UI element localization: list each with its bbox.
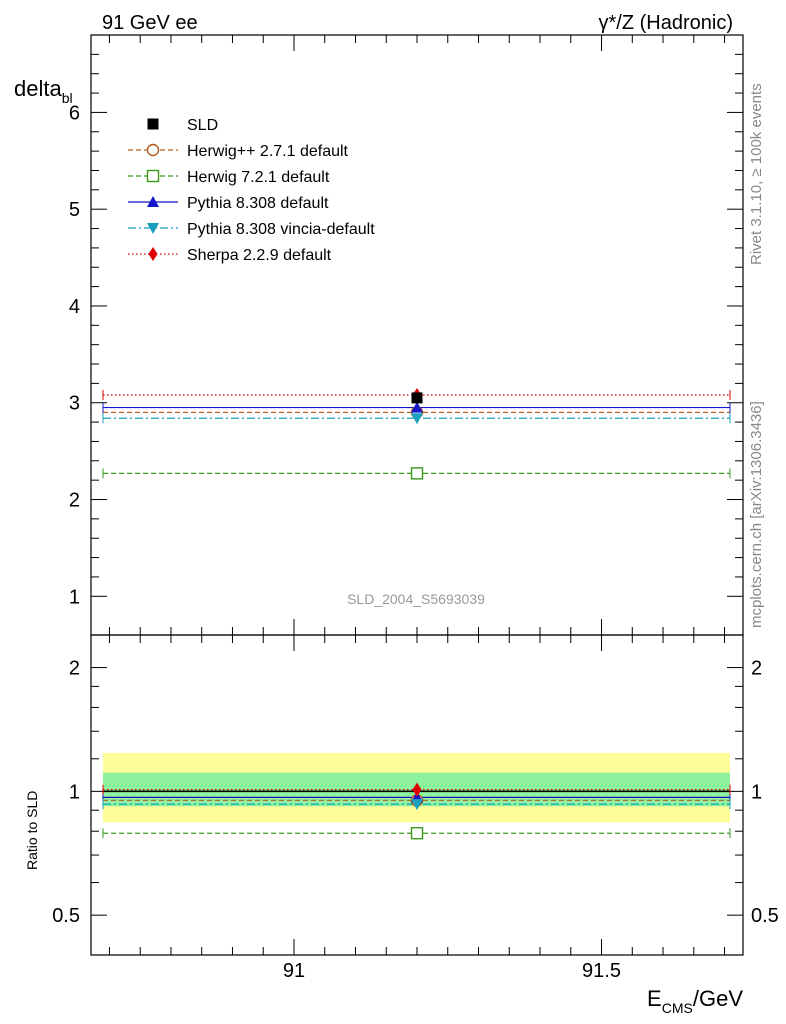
- main-ticks: 1 2 3 4 5 6: [69, 35, 743, 635]
- ratio-y-tick-label-right: 2: [751, 658, 762, 680]
- legend-marker-herwig7: [146, 169, 160, 183]
- analysis-id: SLD_2004_S5693039: [347, 591, 485, 607]
- rivet-note: Rivet 3.1.10, ≥ 100k events: [748, 83, 765, 265]
- legend-label-herwig7: Herwig 7.2.1 default: [187, 169, 330, 186]
- ratio-y-tick-label-left: 0.5: [52, 905, 80, 927]
- y-tick-label: 5: [69, 199, 80, 221]
- main-ylabel: deltabl: [14, 76, 73, 106]
- x-axis-label: ECMS/GeV: [647, 986, 743, 1016]
- legend-label-SLD: SLD: [187, 117, 218, 134]
- ratio-y-tick-label-right: 0.5: [751, 905, 779, 927]
- mcplots-note: mcplots.cern.ch [arXiv:1306.3436]: [748, 401, 765, 628]
- right-title: γ*/Z (Hadronic): [599, 12, 733, 34]
- ratio-marker-sherpa: [412, 782, 422, 797]
- x-tick-label: 91.5: [582, 960, 621, 982]
- marker-herwig7: [410, 467, 424, 480]
- marker-vincia: [411, 413, 423, 425]
- legend-label-herwigpp: Herwig++ 2.7.1 default: [187, 143, 349, 160]
- legend: SLD Herwig++ 2.7.1 default Herwig 7.2.1 de…: [128, 117, 375, 264]
- legend-marker-SLD: [147, 118, 159, 130]
- legend-marker-pythia: [147, 196, 159, 207]
- marker-pythia: [411, 401, 423, 413]
- ratio-y-tick-label-left: 2: [69, 658, 80, 680]
- legend-marker-vincia: [147, 223, 159, 234]
- x-tick-label: 91: [283, 960, 305, 982]
- ratio-marker-herwig7: [410, 827, 424, 840]
- ratio-plot-frame: [90, 634, 744, 956]
- legend-label-vincia: Pythia 8.308 vincia-default: [187, 221, 375, 238]
- y-tick-label: 3: [69, 393, 80, 415]
- ratio-marker-vincia: [411, 799, 423, 811]
- y-tick-label: 2: [69, 490, 80, 512]
- legend-marker-herwigpp: [146, 143, 160, 157]
- main-series-markers: [410, 388, 424, 480]
- marker-SLD: [411, 392, 423, 404]
- y-tick-label: 6: [69, 102, 80, 124]
- left-title: 91 GeV ee: [102, 12, 198, 34]
- y-tick-label: 1: [69, 586, 80, 608]
- legend-marker-sherpa: [148, 247, 158, 261]
- ratio-y-tick-label-left: 1: [69, 781, 80, 803]
- y-tick-label: 4: [69, 296, 80, 318]
- ratio-series-markers: [410, 782, 424, 840]
- legend-label-pythia: Pythia 8.308 default: [187, 195, 329, 212]
- ratio-ylabel: Ratio to SLD: [24, 791, 40, 870]
- legend-label-sherpa: Sherpa 2.2.9 default: [187, 247, 332, 264]
- ratio-y-tick-label-right: 1: [751, 781, 762, 803]
- ratio-ticks: 0.5 0.5 1 1 2 2 91 91.5: [52, 635, 779, 982]
